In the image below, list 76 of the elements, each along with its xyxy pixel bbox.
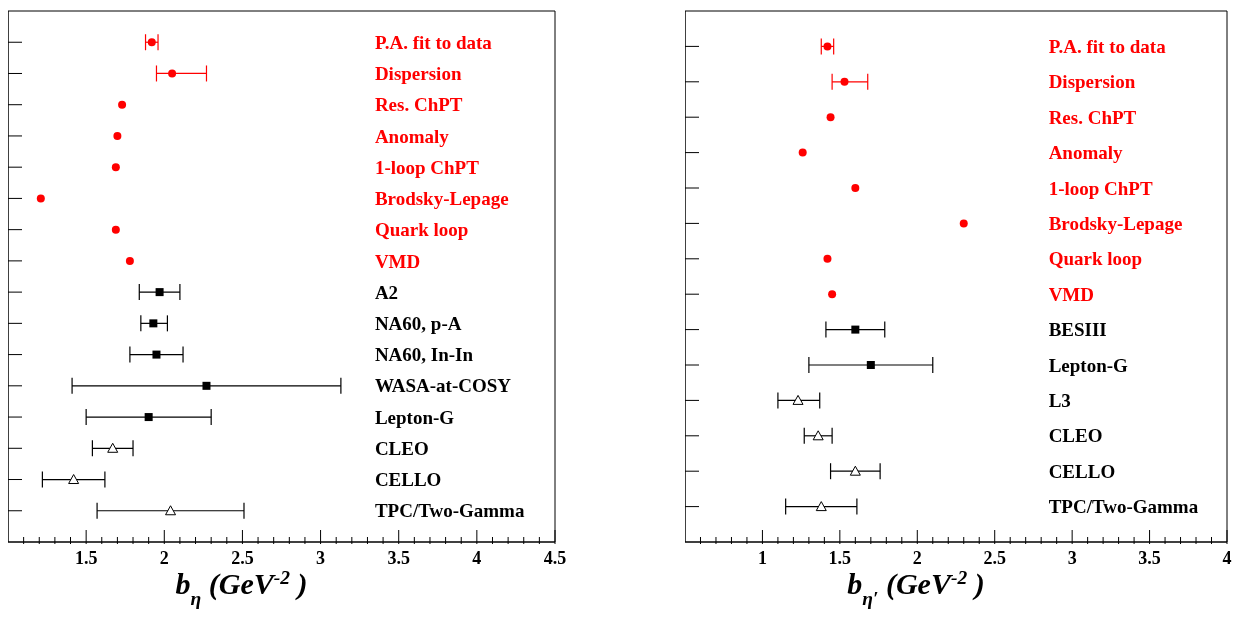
x-tick-label: 1	[757, 548, 767, 568]
y-tick-label: Quark loop	[374, 219, 469, 241]
y-tick-label: P.A. fit to data	[1048, 36, 1167, 58]
x-tick-label: 3	[316, 548, 326, 568]
y-tick-label: TPC/Two-Gamma	[1048, 496, 1199, 518]
y-tick-label: Res. ChPT	[1048, 106, 1137, 128]
point	[149, 319, 158, 328]
y-tick-label: 1-loop ChPT	[1048, 177, 1153, 199]
point	[851, 184, 860, 192]
y-tick-label: CELLO	[1048, 460, 1116, 482]
point	[144, 413, 153, 422]
y-tick-label: CLEO	[1048, 425, 1103, 447]
x-tick-label: 4	[1222, 548, 1232, 568]
x-tick-label: 1.5	[74, 548, 98, 568]
point	[168, 69, 177, 78]
point	[118, 100, 127, 109]
x-tick-label: 3	[1067, 548, 1077, 568]
y-tick-label: Dispersion	[1048, 71, 1136, 93]
y-tick-label: VMD	[1048, 283, 1095, 305]
x-tick-label: 2	[912, 548, 922, 568]
x-tick-label: 2.5	[983, 548, 1006, 568]
y-tick-label: L3	[1048, 390, 1071, 412]
y-tick-label: Lepton-G	[374, 406, 455, 428]
y-tick-label: Brodsky-Lepage	[1048, 213, 1183, 235]
y-tick-label: VMD	[374, 250, 421, 272]
point	[125, 256, 134, 265]
point	[840, 77, 849, 86]
point	[851, 325, 860, 334]
y-tick-label: NA60, p-A	[374, 313, 462, 334]
x-tick-label: 4	[472, 548, 482, 568]
x-tick-label: 2.5	[231, 548, 254, 568]
y-tick-label: A2	[374, 281, 399, 303]
point	[815, 501, 827, 512]
x-tick-label: 3.5	[387, 548, 410, 568]
point	[823, 254, 832, 263]
point	[202, 381, 211, 390]
y-tick-label: 1-loop ChPT	[374, 156, 480, 178]
y-tick-label: Brodsky-Lepage	[374, 188, 509, 210]
y-tick-label: Quark loop	[1048, 248, 1143, 270]
y-tick-label: Res. ChPT	[374, 94, 463, 116]
y-tick-label: BESIII	[1048, 319, 1107, 341]
point	[36, 194, 45, 203]
point	[959, 219, 968, 228]
point	[826, 113, 835, 122]
point	[111, 163, 120, 172]
y-tick-label: Dispersion	[374, 63, 462, 85]
point	[111, 225, 120, 234]
y-tick-label: P.A. fit to data	[374, 31, 493, 53]
point	[823, 42, 832, 51]
x-tick-label: 2	[159, 548, 169, 568]
y-tick-label: TPC/Two-Gamma	[374, 500, 525, 522]
point	[165, 505, 177, 516]
y-tick-label: Anomaly	[1048, 142, 1124, 164]
point	[147, 38, 156, 47]
point	[152, 350, 161, 359]
point	[849, 465, 861, 476]
y-tick-label: WASA-at-COSY	[374, 375, 512, 397]
point	[113, 131, 122, 140]
point	[107, 442, 119, 453]
y-tick-label: CELLO	[374, 469, 442, 491]
x-axis-title: b$_{η′}$ (GeV$^{-2}$)	[847, 566, 985, 609]
y-tick-label: Anomaly	[374, 125, 450, 147]
point	[866, 361, 875, 369]
point	[798, 148, 807, 157]
point	[792, 394, 804, 405]
point	[68, 474, 80, 485]
x-axis-title: b$_{η}$ (GeV$^{-2}$)	[175, 566, 308, 609]
point	[828, 290, 837, 299]
y-tick-label: Lepton-G	[1048, 354, 1129, 376]
x-tick-label: 4.5	[543, 548, 567, 568]
x-tick-label: 3.5	[1138, 548, 1161, 568]
y-tick-label: CLEO	[374, 437, 429, 459]
y-tick-label: NA60, In-In	[374, 344, 474, 366]
x-tick-label: 1.5	[828, 548, 852, 568]
point	[812, 430, 824, 441]
point	[155, 288, 164, 297]
